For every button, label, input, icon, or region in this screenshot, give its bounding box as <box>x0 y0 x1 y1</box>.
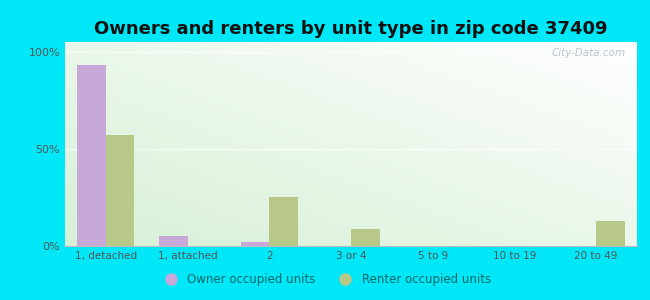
Bar <box>269 197 298 246</box>
Bar <box>596 221 625 246</box>
Bar <box>240 242 269 246</box>
Title: Owners and renters by unit type in zip code 37409: Owners and renters by unit type in zip c… <box>94 20 608 38</box>
Text: City-Data.com: City-Data.com <box>551 48 625 58</box>
Legend: Owner occupied units, Renter occupied units: Owner occupied units, Renter occupied un… <box>154 269 496 291</box>
Bar <box>351 229 380 246</box>
Bar <box>77 65 106 246</box>
Bar <box>159 236 188 246</box>
Bar <box>106 135 135 246</box>
